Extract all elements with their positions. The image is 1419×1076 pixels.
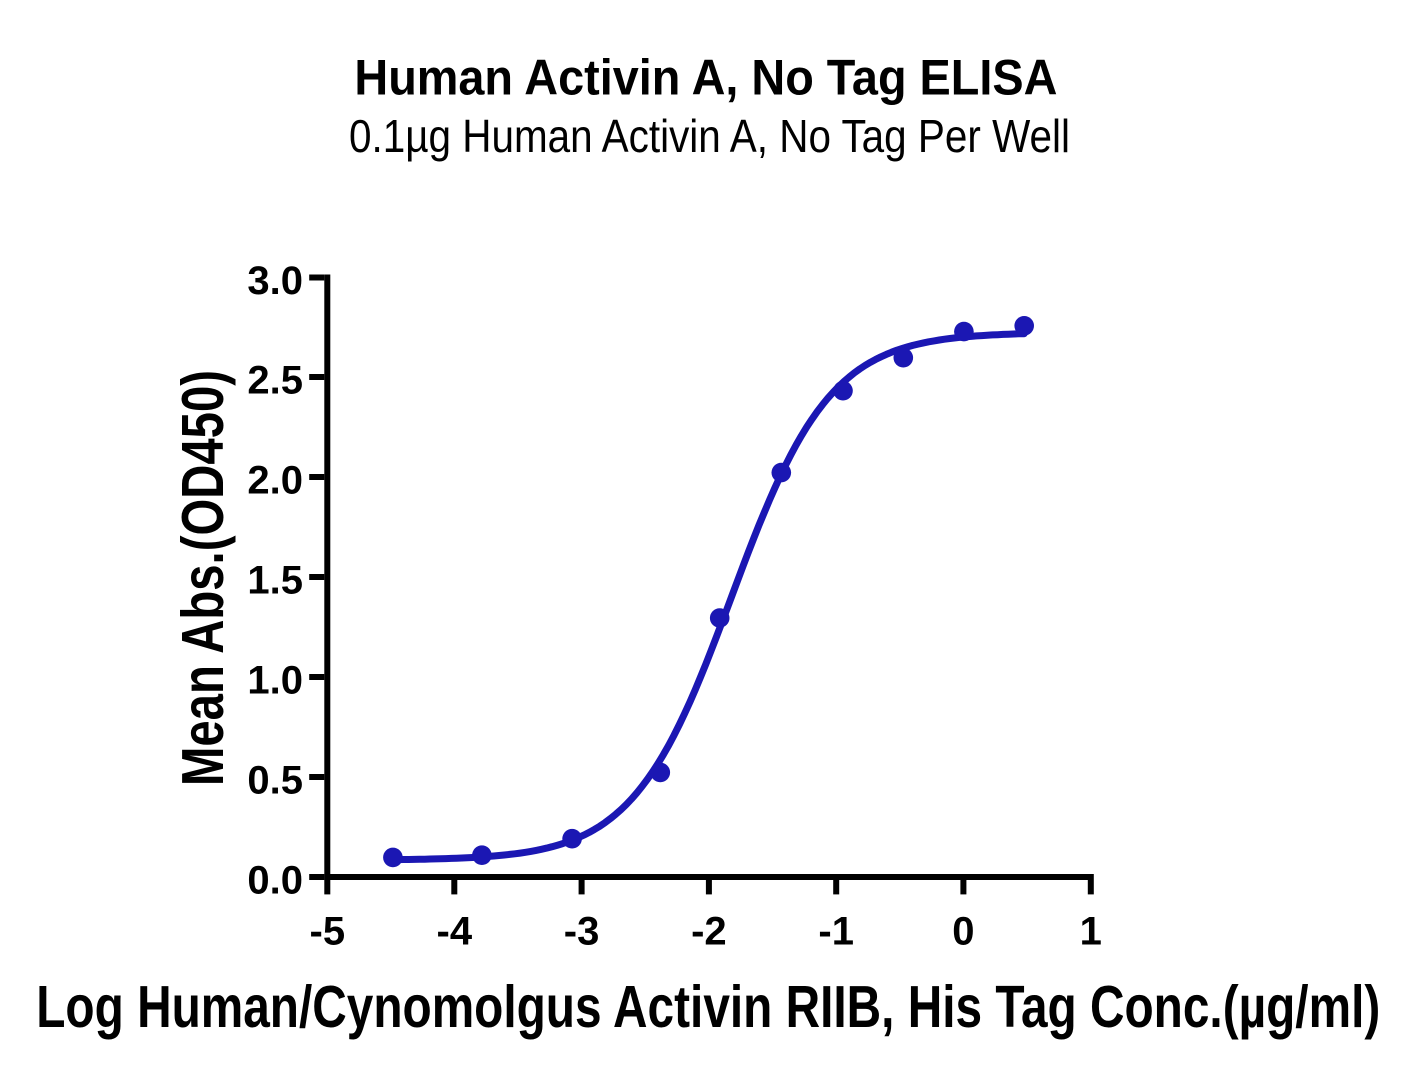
svg-text:-3: -3 <box>564 910 600 954</box>
svg-text:-5: -5 <box>310 910 346 954</box>
svg-text:1.5: 1.5 <box>247 559 303 603</box>
svg-text:-2: -2 <box>691 910 727 954</box>
svg-text:0.5: 0.5 <box>247 759 303 803</box>
svg-text:0.0: 0.0 <box>247 859 303 903</box>
svg-text:0.1µg Human Activin A, No Tag: 0.1µg Human Activin A, No Tag Per Well <box>349 110 1070 162</box>
svg-text:1: 1 <box>1080 910 1102 954</box>
svg-text:Log Human/Cynomolgus Activin R: Log Human/Cynomolgus Activin RIIB, His T… <box>36 973 1380 1040</box>
svg-text:Mean Abs.(OD450): Mean Abs.(OD450) <box>169 370 236 786</box>
svg-text:1.0: 1.0 <box>247 659 303 703</box>
svg-text:-4: -4 <box>437 910 473 954</box>
svg-text:Human Activin A, No Tag ELISA: Human Activin A, No Tag ELISA <box>354 49 1057 106</box>
svg-text:2.0: 2.0 <box>247 459 303 503</box>
svg-text:2.5: 2.5 <box>247 359 303 403</box>
svg-text:0: 0 <box>952 910 974 954</box>
svg-text:3.0: 3.0 <box>247 259 303 303</box>
svg-text:-1: -1 <box>818 910 854 954</box>
